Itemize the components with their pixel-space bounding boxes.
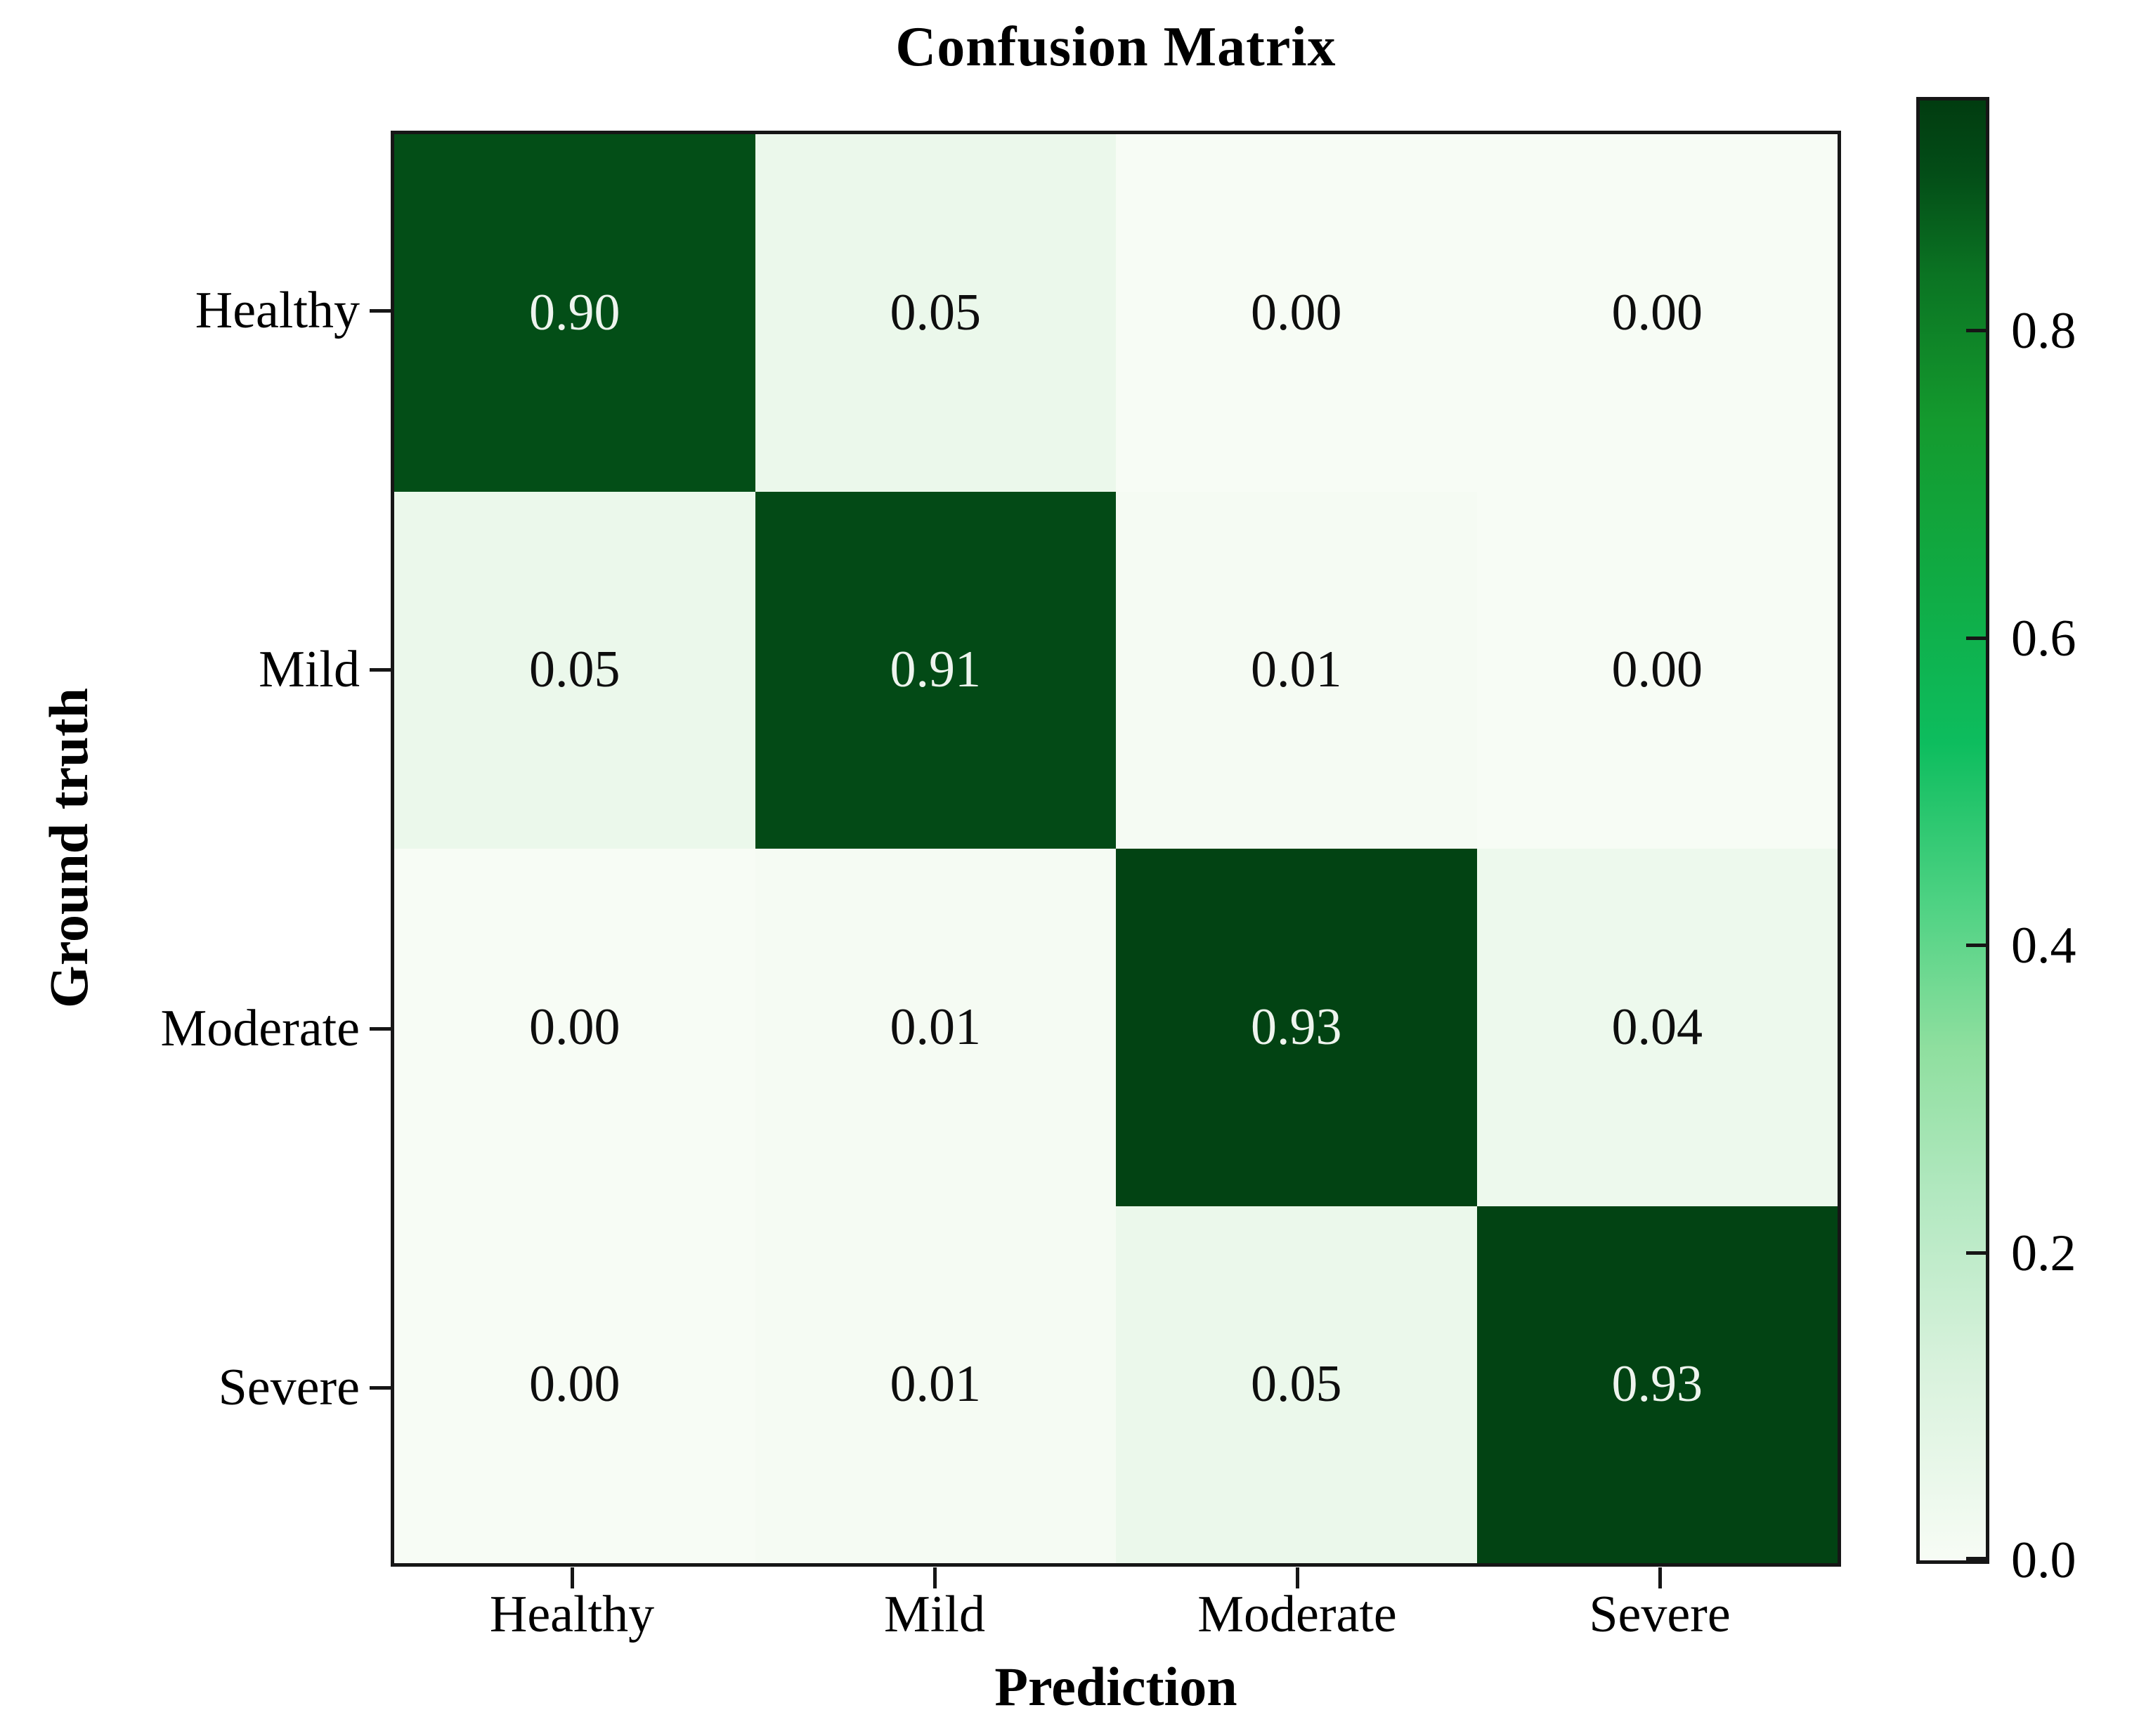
heatmap-cell-severe-healthy: 0.00 — [394, 1206, 755, 1563]
y-tick-label-severe: Severe — [218, 1358, 360, 1416]
colorbar-tick-label-0.6: 0.6 — [2011, 609, 2076, 667]
x-tick-label-mild: Mild — [884, 1586, 985, 1643]
colorbar-tick — [1966, 636, 1986, 640]
colorbar-tick-label-0.2: 0.2 — [2011, 1224, 2076, 1282]
heatmap-cell-mild-severe: 0.00 — [1476, 491, 1838, 849]
heatmap-cell-severe-severe: 0.93 — [1476, 1206, 1838, 1563]
heatmap-cell-healthy-moderate: 0.00 — [1116, 134, 1477, 492]
x-tick-mark — [1296, 1567, 1299, 1588]
heatmap-cell-healthy-mild: 0.05 — [755, 134, 1116, 492]
colorbar — [1916, 97, 1989, 1564]
heatmap-cell-moderate-severe: 0.04 — [1476, 849, 1838, 1206]
colorbar-tick-label-0.0: 0.0 — [2011, 1532, 2076, 1589]
x-tick-label-severe: Severe — [1589, 1586, 1731, 1643]
heatmap-cell-severe-moderate: 0.05 — [1116, 1206, 1477, 1563]
heatmap-grid: 0.90 0.05 0.00 0.00 0.05 0.91 0.01 0.00 0.00 0.01… — [391, 131, 1841, 1567]
heatmap-cell-mild-mild: 0.91 — [755, 491, 1116, 849]
x-tick-mark — [571, 1567, 574, 1588]
x-tick-mark — [933, 1567, 937, 1588]
y-tick-mark — [370, 667, 391, 672]
y-tick-label-healthy: Healthy — [195, 281, 360, 339]
colorbar-tick — [1966, 944, 1986, 948]
heatmap-cell-healthy-severe: 0.00 — [1476, 134, 1838, 492]
heatmap-cell-severe-mild: 0.01 — [755, 1206, 1116, 1563]
colorbar-tick-label-0.8: 0.8 — [2011, 302, 2076, 360]
chart-title: Confusion Matrix — [895, 16, 1337, 78]
x-tick-label-healthy: Healthy — [489, 1586, 655, 1643]
heatmap-cell-moderate-mild: 0.01 — [755, 849, 1116, 1206]
y-tick-label-moderate: Moderate — [160, 999, 360, 1057]
colorbar-tick-label-0.4: 0.4 — [2011, 917, 2076, 975]
colorbar-tick — [1966, 1251, 1986, 1255]
y-tick-label-mild: Mild — [259, 640, 360, 698]
heatmap-cell-mild-moderate: 0.01 — [1116, 491, 1477, 849]
x-tick-label-moderate: Moderate — [1197, 1586, 1397, 1643]
x-tick-mark — [1658, 1567, 1662, 1588]
y-tick-mark — [370, 1385, 391, 1390]
colorbar-tick — [1966, 329, 1986, 333]
x-axis-title: Prediction — [994, 1656, 1237, 1717]
heatmap-cell-moderate-healthy: 0.00 — [394, 849, 755, 1206]
heatmap-cell-mild-healthy: 0.05 — [394, 491, 755, 849]
y-tick-mark — [370, 1026, 391, 1031]
y-tick-mark — [370, 308, 391, 313]
colorbar-tick — [1966, 1557, 1986, 1560]
y-axis-title: Ground truth — [38, 688, 99, 1008]
heatmap-cell-moderate-moderate: 0.93 — [1116, 849, 1477, 1206]
heatmap-cell-healthy-healthy: 0.90 — [394, 134, 755, 492]
